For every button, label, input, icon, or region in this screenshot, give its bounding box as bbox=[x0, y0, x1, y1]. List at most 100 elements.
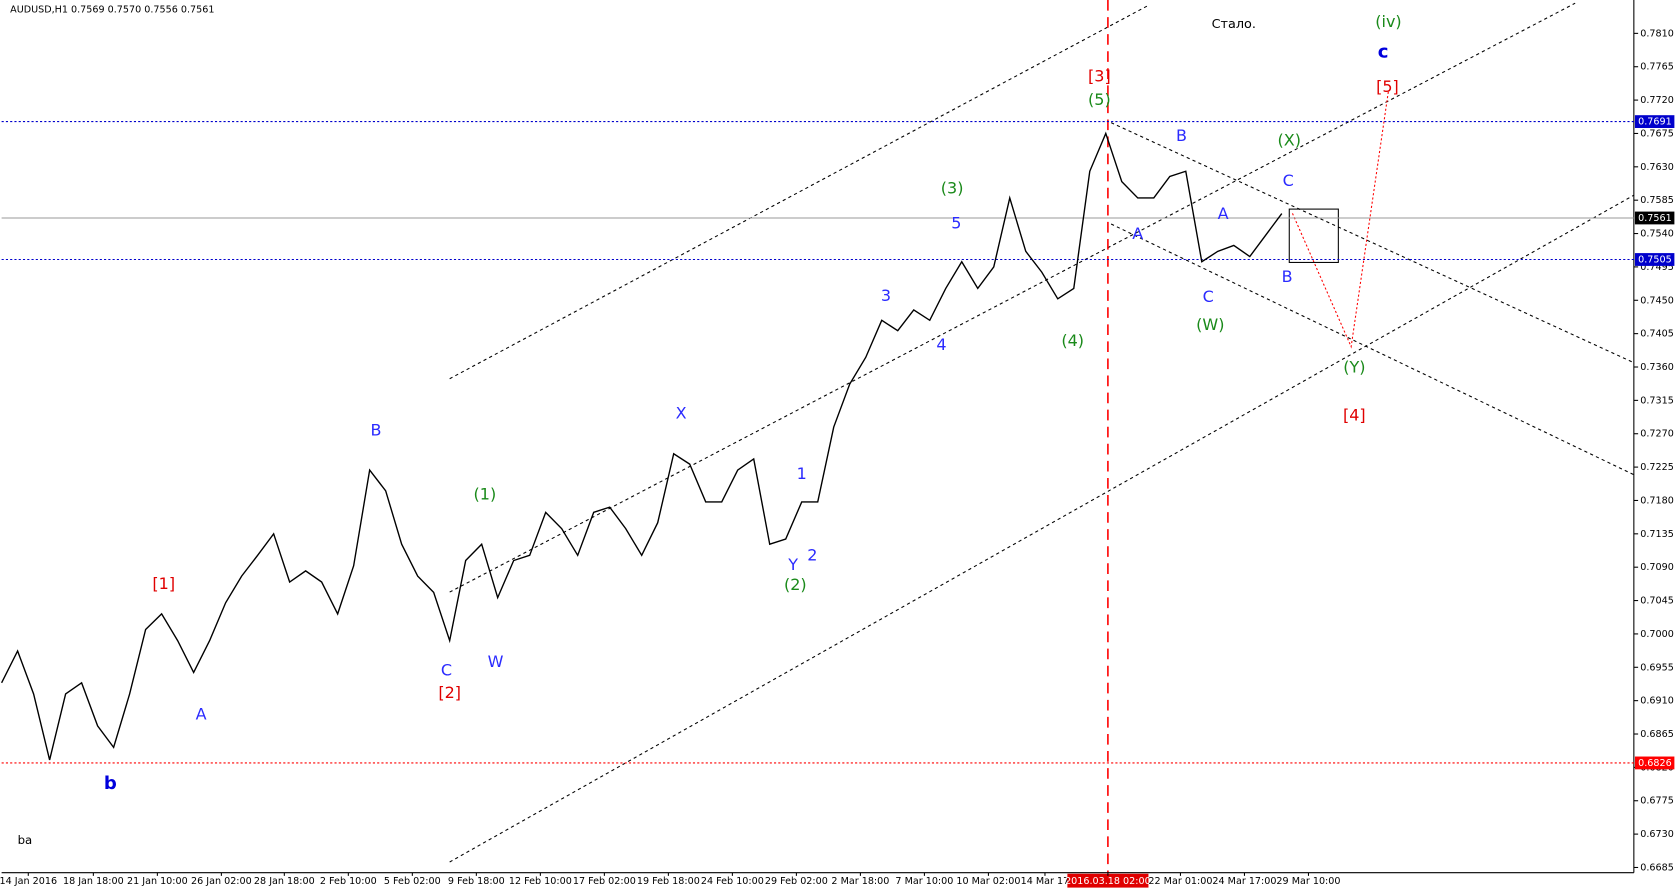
wave-label: (W) bbox=[1196, 315, 1224, 334]
y-tick-label: 0.7675 bbox=[1640, 128, 1674, 139]
y-tick-label: 0.7135 bbox=[1640, 529, 1674, 540]
wave-label: (Y) bbox=[1343, 358, 1365, 377]
level-label: 0.7505 bbox=[1638, 255, 1672, 266]
wave-label: X bbox=[676, 403, 687, 422]
wave-label: (3) bbox=[941, 178, 964, 197]
y-tick-label: 0.6955 bbox=[1640, 662, 1674, 673]
y-tick-label: 0.7225 bbox=[1640, 462, 1674, 473]
wave-label: 3 bbox=[881, 286, 891, 305]
wave-label: Y bbox=[787, 555, 798, 574]
channel-line bbox=[449, 2, 1576, 593]
wave-label: [2] bbox=[438, 683, 461, 702]
wave-label: (1) bbox=[474, 485, 497, 504]
x-tick-label: 29 Mar 10:00 bbox=[1276, 876, 1340, 887]
note: Стало. bbox=[1212, 17, 1256, 32]
x-tick-label: 14 Jan 2016 bbox=[0, 876, 57, 887]
wave-label: A bbox=[196, 704, 207, 723]
level-label: 0.7691 bbox=[1638, 117, 1672, 128]
y-tick-label: 0.6865 bbox=[1640, 729, 1674, 740]
y-tick-label: 0.6730 bbox=[1640, 829, 1674, 840]
y-tick-label: 0.6910 bbox=[1640, 696, 1674, 707]
box bbox=[1288, 208, 1339, 263]
channel-line bbox=[449, 4, 1149, 380]
wave-label: B bbox=[1282, 267, 1293, 286]
y-tick-label: 0.7360 bbox=[1640, 362, 1674, 373]
wave-label: (5) bbox=[1088, 90, 1111, 109]
x-tick-label: 17 Feb 02:00 bbox=[573, 876, 636, 887]
x-tick-label: 29 Feb 02:00 bbox=[765, 876, 828, 887]
wave-label: (X) bbox=[1278, 130, 1301, 149]
level-label-bg bbox=[1634, 253, 1675, 266]
level-label-bg bbox=[1634, 756, 1675, 770]
wave-label: C bbox=[441, 661, 452, 680]
wave-label: [5] bbox=[1376, 77, 1399, 96]
y-tick-label: 0.7720 bbox=[1640, 95, 1674, 106]
wave-label: (4) bbox=[1061, 331, 1084, 350]
y-tick-label: 0.7180 bbox=[1640, 495, 1674, 506]
y-tick-label: 0.6685 bbox=[1640, 862, 1674, 873]
wave-label: B bbox=[1176, 126, 1187, 145]
channel-line bbox=[1110, 223, 1635, 476]
y-tick-label: 0.7450 bbox=[1640, 295, 1674, 306]
x-tick-label: 2 Mar 18:00 bbox=[831, 876, 889, 887]
wave-label: b bbox=[104, 773, 117, 794]
y-tick-label: 0.7090 bbox=[1640, 562, 1674, 573]
highlight-bg bbox=[1067, 873, 1149, 888]
wave-label: [1] bbox=[152, 574, 175, 593]
level-label: 0.6826 bbox=[1638, 758, 1672, 769]
y-tick-label: 0.7810 bbox=[1640, 28, 1674, 39]
x-tick-label: 7 Mar 10:00 bbox=[895, 876, 953, 887]
y-tick-label: 0.7045 bbox=[1640, 596, 1674, 607]
level-label-bg bbox=[1634, 211, 1675, 225]
x-tick-label: 12 Feb 10:00 bbox=[509, 876, 572, 887]
x-tick-label: 2016.03.18 02:00 bbox=[1065, 876, 1151, 887]
chart-title: AUDUSD,H1 0.7569 0.7570 0.7556 0.7561 bbox=[10, 5, 214, 16]
y-tick-label: 0.7540 bbox=[1640, 229, 1674, 240]
wave-label: (iv) bbox=[1375, 12, 1401, 31]
y-tick-label: 0.7630 bbox=[1640, 162, 1674, 173]
channel-line bbox=[449, 194, 1635, 863]
x-tick-label: 9 Feb 18:00 bbox=[448, 876, 505, 887]
wave-label: 1 bbox=[797, 464, 807, 483]
wave-label: A bbox=[1218, 204, 1229, 223]
y-tick-label: 0.7585 bbox=[1640, 195, 1674, 206]
y-tick-label: 0.6775 bbox=[1640, 796, 1674, 807]
level-label: 0.7561 bbox=[1638, 213, 1672, 224]
x-tick-label: 21 Jan 10:00 bbox=[127, 876, 188, 887]
x-tick-label: 28 Jan 18:00 bbox=[254, 876, 315, 887]
wave-label: 2 bbox=[807, 545, 817, 564]
y-tick-label: 0.7315 bbox=[1640, 395, 1674, 406]
projection-path bbox=[1291, 90, 1390, 349]
wave-label: c bbox=[1378, 41, 1389, 62]
wave-label: B bbox=[371, 420, 382, 439]
x-tick-label: 18 Jan 18:00 bbox=[63, 876, 124, 887]
wave-label: C bbox=[1203, 287, 1214, 306]
x-tick-label: 22 Mar 01:00 bbox=[1148, 876, 1212, 887]
y-tick-label: 0.7495 bbox=[1640, 262, 1674, 273]
wave-label: [4] bbox=[1343, 406, 1366, 425]
y-tick-label: 0.7270 bbox=[1640, 429, 1674, 440]
x-tick-label: 10 Mar 02:00 bbox=[956, 876, 1020, 887]
wave-label: 4 bbox=[936, 335, 946, 354]
wave-label: [3] bbox=[1088, 66, 1111, 85]
x-tick-label: 14 Mar 17 bbox=[1021, 876, 1070, 887]
x-tick-label: 2 Feb 10:00 bbox=[320, 876, 377, 887]
channel-lines bbox=[449, 0, 1635, 873]
x-tick-label: 26 Jan 02:00 bbox=[191, 876, 252, 887]
wave-label: W bbox=[488, 652, 504, 671]
note: ba bbox=[18, 833, 33, 847]
x-tick-label: 5 Feb 02:00 bbox=[384, 876, 441, 887]
wave-label: (2) bbox=[784, 575, 807, 594]
y-tick-label: 0.7405 bbox=[1640, 329, 1674, 340]
level-label-bg bbox=[1634, 115, 1675, 128]
wave-label: 5 bbox=[951, 214, 961, 233]
y-tick-label: 0.7765 bbox=[1640, 62, 1674, 73]
x-tick-label: 24 Feb 10:00 bbox=[701, 876, 764, 887]
x-tick-label: 24 Mar 17:00 bbox=[1212, 876, 1276, 887]
y-tick-label: 0.7000 bbox=[1640, 629, 1674, 640]
wave-label: C bbox=[1283, 171, 1294, 190]
price-line bbox=[0, 131, 1283, 761]
